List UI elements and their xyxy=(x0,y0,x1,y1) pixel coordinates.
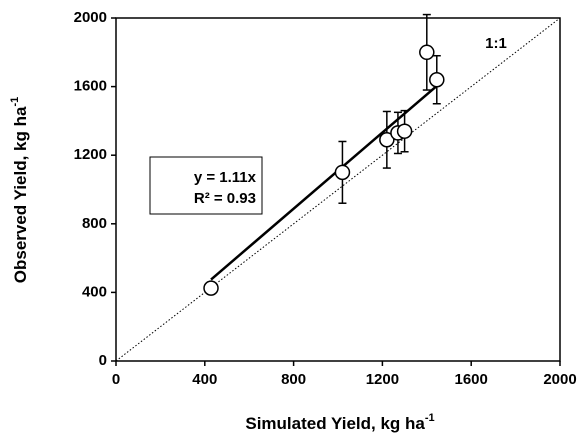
identity-label: 1:1 xyxy=(485,35,507,52)
y-axis-label-text: Observed Yield, kg ha xyxy=(11,106,30,283)
annotation-box xyxy=(149,156,263,215)
identity-line xyxy=(115,17,561,362)
equation: y = 1.11x xyxy=(194,169,257,186)
x-tick-label: 400 xyxy=(192,371,217,388)
y-tick-label: 1600 xyxy=(74,78,107,95)
x-tick-label: 0 xyxy=(112,371,120,388)
fit-line xyxy=(210,84,438,281)
data-point xyxy=(334,164,351,181)
data-point xyxy=(419,44,435,61)
data-point xyxy=(379,132,395,148)
data-point xyxy=(429,71,445,88)
y-axis-label: Observed Yield, kg ha-1 xyxy=(9,97,31,283)
data-point xyxy=(396,123,413,139)
y-tick-label: 1200 xyxy=(74,146,107,163)
x-axis-label: Simulated Yield, kg ha-1 xyxy=(245,412,434,434)
y-tick-label: 800 xyxy=(82,215,107,232)
x-axis-label-sup: -1 xyxy=(425,412,435,424)
x-tick-label: 1200 xyxy=(366,371,399,388)
x-tick-label: 2000 xyxy=(543,371,576,388)
y-tick-label: 400 xyxy=(82,283,107,300)
plot-frame xyxy=(115,17,561,362)
y-axis-label-sup: -1 xyxy=(9,97,21,107)
x-tick-label: 800 xyxy=(281,371,306,388)
r-squared: R² = 0.93 xyxy=(194,190,256,207)
x-tick-label: 1600 xyxy=(455,371,488,388)
x-axis-label-text: Simulated Yield, kg ha xyxy=(245,414,425,433)
y-tick-label: 0 xyxy=(99,352,107,369)
data-point xyxy=(203,280,219,296)
y-tick-label: 2000 xyxy=(74,9,107,26)
